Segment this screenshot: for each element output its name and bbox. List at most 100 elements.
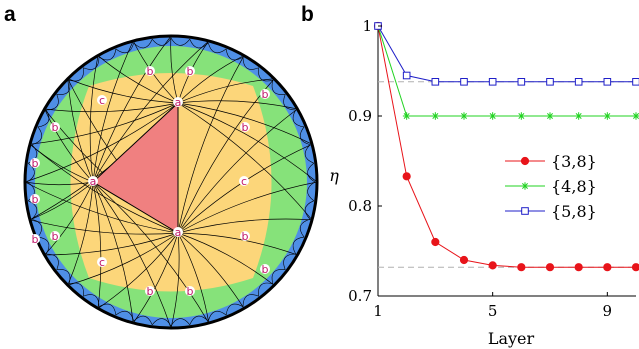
tiling-arc — [242, 294, 259, 307]
y-tick-label: 0.9 — [348, 107, 372, 125]
marker-stroke — [632, 112, 639, 120]
center-triangle — [92, 101, 179, 234]
vertex-marker — [240, 122, 250, 132]
tiling-arc — [307, 162, 316, 183]
marker-stroke — [403, 112, 410, 120]
tiling-edge — [177, 232, 245, 309]
tiling-arc — [307, 181, 316, 202]
tiling-arc — [115, 310, 135, 322]
vertex-label: b — [32, 193, 39, 206]
legend-marker — [520, 156, 530, 166]
tiling-arc — [26, 162, 35, 183]
tiling-arc — [242, 57, 259, 70]
chart-legend: {3,8} {4,8} {5,8} — [505, 152, 597, 221]
data-point — [632, 78, 639, 86]
chart-ticks: 0.7 0.8 0.9 1 1 5 9 — [348, 17, 612, 320]
vertex-label: b — [187, 285, 194, 298]
data-point — [517, 263, 526, 272]
reference-lines — [378, 81, 636, 268]
y-axis-label: η — [329, 166, 339, 185]
tiling-arc — [304, 200, 314, 220]
vertex-label: b — [32, 157, 39, 170]
y-tick-label: 0.7 — [348, 287, 372, 305]
tiling-arc — [31, 218, 43, 238]
panel-a-label: a — [4, 3, 16, 26]
data-point — [402, 71, 411, 80]
vertex-marker — [30, 158, 40, 168]
vertex-label: c — [99, 256, 105, 269]
vertex-marker — [30, 234, 40, 244]
tiling-edge — [92, 181, 102, 309]
data-point — [517, 112, 526, 120]
tiling-edge — [92, 181, 134, 324]
tiling-edge — [29, 102, 179, 145]
tiling-edge — [170, 232, 180, 328]
tiling-arc — [207, 42, 227, 54]
tiling-edge — [177, 102, 317, 183]
tiling-edge — [177, 102, 313, 145]
legend-entry: {3,8} — [551, 152, 597, 171]
tiling-arc — [258, 67, 273, 82]
tiling-arc — [304, 144, 314, 164]
data-point — [632, 112, 639, 120]
tiling-edge — [44, 232, 179, 256]
vertex-marker — [97, 257, 107, 267]
tiling-edge — [25, 102, 179, 183]
tiling-edge — [44, 102, 179, 113]
tiling-arc — [151, 318, 172, 327]
data-point — [574, 263, 583, 272]
vertex-marker — [145, 66, 155, 76]
vertex-marker — [50, 231, 60, 241]
vertex-marker — [173, 227, 183, 237]
x-axis-label: Layer — [488, 329, 535, 348]
tiling-edge — [177, 218, 313, 234]
tiling-arc — [31, 126, 43, 146]
tiling-arc — [56, 269, 71, 284]
vertex-label: b — [242, 121, 249, 134]
tiling-arc — [292, 109, 305, 128]
marker-stroke — [521, 182, 529, 190]
tiling-edge — [170, 36, 179, 104]
tiling-arc — [37, 236, 50, 255]
tiling-arc — [69, 282, 84, 297]
legend-entry: {4,8} — [551, 177, 597, 196]
tiling-arc — [189, 39, 209, 49]
vertex-marker — [30, 194, 40, 204]
tiling-arc — [271, 269, 286, 284]
tiling-edge — [177, 55, 245, 104]
marker-stroke — [489, 112, 496, 120]
tiling-edge — [92, 36, 172, 183]
marker-stroke — [575, 112, 582, 120]
vertex-label: b — [32, 233, 39, 246]
vertex-label: a — [175, 96, 182, 109]
data-point — [459, 255, 469, 265]
data-point — [431, 78, 440, 86]
tiling-arc — [83, 294, 100, 307]
data-point — [402, 172, 411, 181]
marker-stroke — [546, 112, 554, 120]
tiling-edge — [177, 78, 275, 234]
vertex-label: a — [175, 226, 182, 239]
data-point — [603, 263, 612, 272]
tiling-arc — [98, 303, 117, 316]
tiling-arc — [225, 48, 244, 61]
tiling-edge — [177, 78, 275, 104]
data-point — [603, 78, 612, 86]
vertex-label: a — [90, 175, 97, 188]
vertex-marker — [145, 286, 155, 296]
vertex-marker — [185, 286, 195, 296]
tiling-edge — [177, 102, 313, 221]
vertex-marker — [50, 122, 60, 132]
vertex-label: b — [147, 65, 154, 78]
tiling-arc — [283, 94, 296, 111]
data-point — [546, 78, 554, 86]
tiling-arc — [46, 253, 59, 270]
tiling-edge — [177, 108, 298, 234]
tiling-arc — [225, 303, 244, 316]
tiling-edge — [44, 181, 94, 256]
tiling-arc — [83, 57, 100, 70]
data-point — [631, 263, 639, 272]
